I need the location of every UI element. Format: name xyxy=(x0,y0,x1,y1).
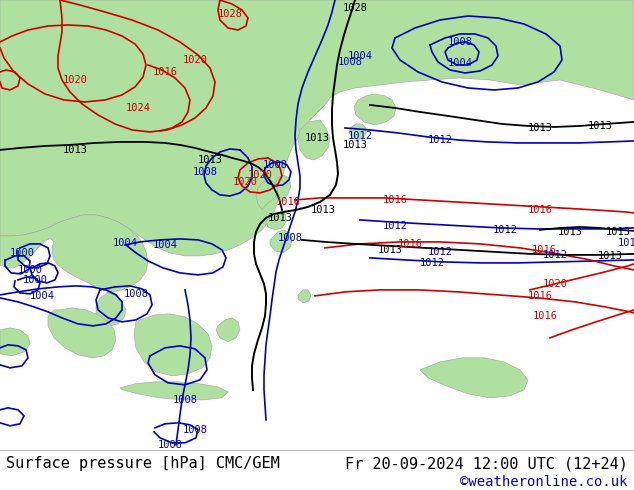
Polygon shape xyxy=(48,308,116,358)
Text: 1016: 1016 xyxy=(153,67,178,77)
Text: 1013: 1013 xyxy=(304,133,330,143)
Text: 1000: 1000 xyxy=(10,248,34,258)
Text: 1020: 1020 xyxy=(247,170,273,180)
Text: 1016: 1016 xyxy=(276,197,301,207)
Text: 1013: 1013 xyxy=(597,251,623,261)
Text: 1008: 1008 xyxy=(183,425,207,435)
Polygon shape xyxy=(0,328,30,356)
Text: 1013: 1013 xyxy=(605,227,630,237)
Text: 1008: 1008 xyxy=(278,233,302,243)
Text: 1008: 1008 xyxy=(337,57,363,67)
Text: 1016: 1016 xyxy=(398,239,422,249)
Polygon shape xyxy=(134,314,212,376)
Polygon shape xyxy=(270,230,292,253)
Text: 1016: 1016 xyxy=(527,291,552,301)
Polygon shape xyxy=(120,382,228,400)
Polygon shape xyxy=(298,120,330,160)
Text: 1013: 1013 xyxy=(527,123,552,133)
Text: 1013: 1013 xyxy=(588,121,612,131)
Polygon shape xyxy=(256,180,278,210)
Text: 1004: 1004 xyxy=(112,238,138,248)
Text: Surface pressure [hPa] CMC/GEM: Surface pressure [hPa] CMC/GEM xyxy=(6,456,280,471)
Text: 1013: 1013 xyxy=(342,140,368,150)
Text: 1028: 1028 xyxy=(342,3,368,13)
Text: 1004: 1004 xyxy=(30,291,55,301)
Text: 1016: 1016 xyxy=(527,205,552,215)
Text: 1012: 1012 xyxy=(427,247,453,257)
Polygon shape xyxy=(96,292,126,326)
Text: 1013: 1013 xyxy=(311,205,335,215)
Polygon shape xyxy=(420,358,528,398)
Text: 1020: 1020 xyxy=(543,279,567,289)
Text: 1016: 1016 xyxy=(382,195,408,205)
Text: 1004: 1004 xyxy=(448,58,472,68)
Text: 1012: 1012 xyxy=(427,135,453,145)
Text: 1008: 1008 xyxy=(157,440,183,450)
Polygon shape xyxy=(275,175,291,202)
Text: 1012: 1012 xyxy=(347,131,373,141)
Polygon shape xyxy=(354,94,396,125)
Polygon shape xyxy=(298,290,311,303)
Text: 1013: 1013 xyxy=(377,245,403,255)
Text: 1013: 1013 xyxy=(557,227,583,237)
Text: 1004: 1004 xyxy=(153,240,178,250)
Point xyxy=(0,486,5,490)
Text: 1004: 1004 xyxy=(347,51,373,61)
Polygon shape xyxy=(349,124,366,140)
Text: 1013: 1013 xyxy=(198,155,223,165)
Text: 1008: 1008 xyxy=(193,167,217,177)
Polygon shape xyxy=(266,212,286,230)
Text: 1012: 1012 xyxy=(382,221,408,231)
Polygon shape xyxy=(0,0,634,256)
Text: 1028: 1028 xyxy=(217,9,242,19)
Polygon shape xyxy=(216,318,240,342)
Text: 1008: 1008 xyxy=(448,37,472,47)
Text: ©weatheronline.co.uk: ©weatheronline.co.uk xyxy=(460,475,628,489)
Polygon shape xyxy=(0,215,148,292)
Text: 1012: 1012 xyxy=(543,250,567,260)
Text: 1016: 1016 xyxy=(531,245,557,255)
Text: 1012: 1012 xyxy=(420,258,444,268)
Text: 1024: 1024 xyxy=(126,103,150,113)
Text: 1012: 1012 xyxy=(618,238,634,248)
Text: 1012: 1012 xyxy=(493,225,517,235)
Text: 1000: 1000 xyxy=(18,265,42,275)
Point xyxy=(0,486,4,490)
Text: 1000: 1000 xyxy=(22,275,48,285)
Text: 1008: 1008 xyxy=(172,395,198,405)
Text: 1013: 1013 xyxy=(268,213,292,223)
Text: 1008: 1008 xyxy=(124,289,148,299)
Text: 1020: 1020 xyxy=(183,55,207,65)
Text: 1016: 1016 xyxy=(533,311,557,321)
Text: 1020: 1020 xyxy=(233,177,257,187)
Text: 1013: 1013 xyxy=(63,145,87,155)
Text: Fr 20-09-2024 12:00 UTC (12+24): Fr 20-09-2024 12:00 UTC (12+24) xyxy=(345,456,628,471)
Text: 1020: 1020 xyxy=(63,75,87,85)
Text: 1008: 1008 xyxy=(262,160,287,170)
